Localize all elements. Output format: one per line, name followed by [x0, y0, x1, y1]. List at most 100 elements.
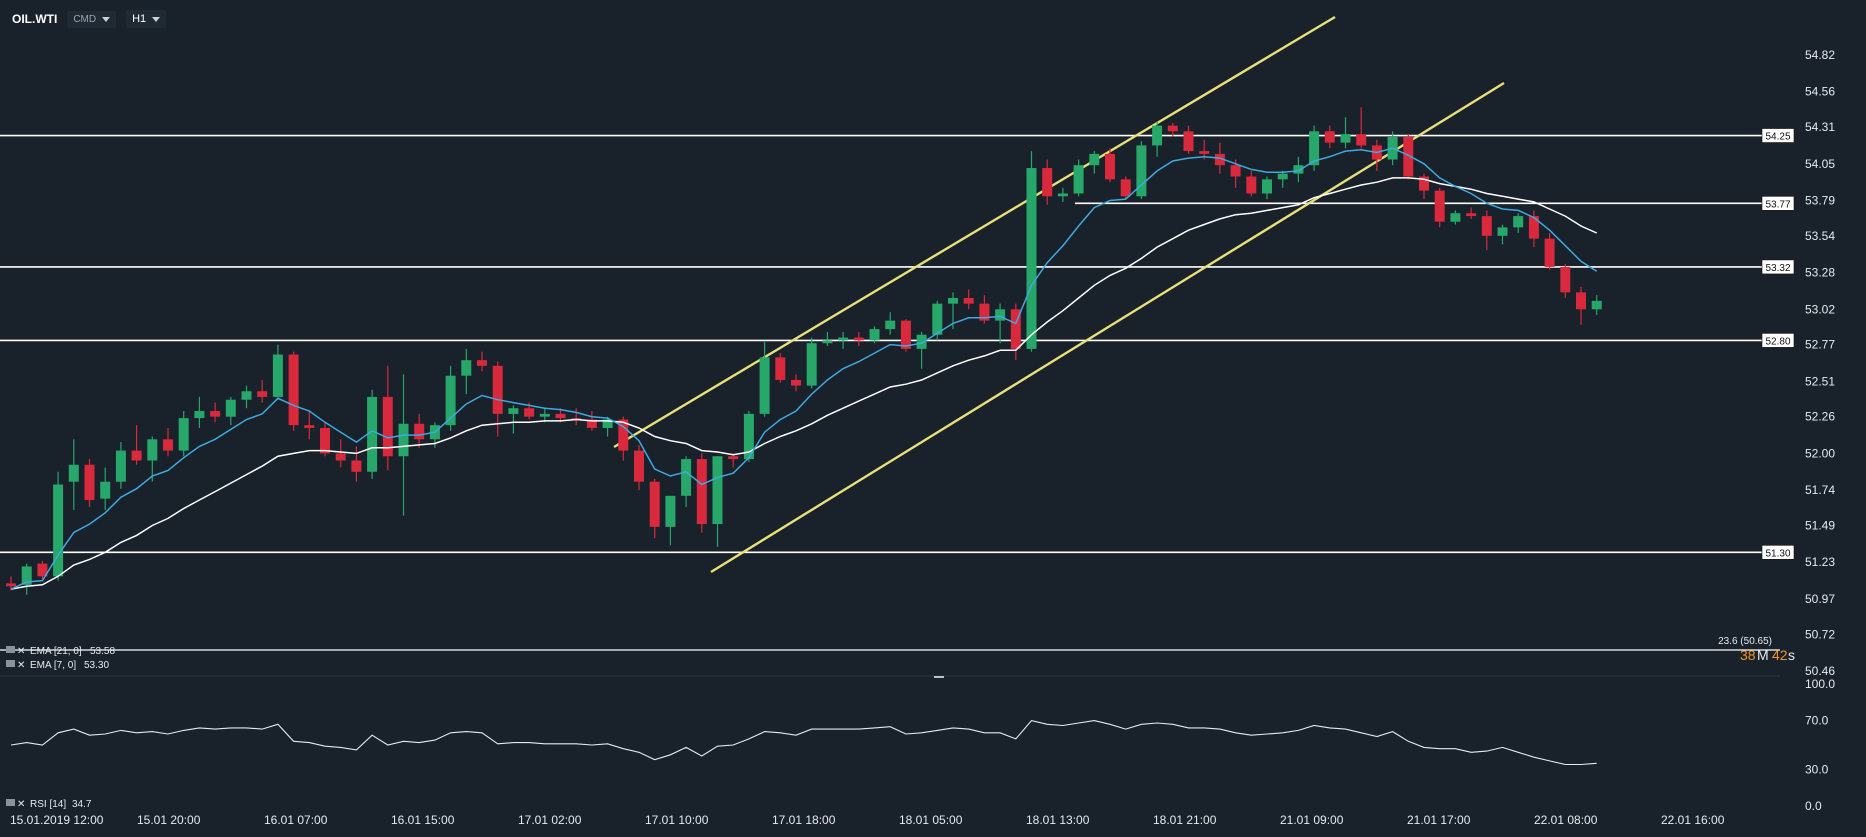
- bear-candle[interactable]: [1576, 286, 1586, 325]
- bear-candle[interactable]: [288, 351, 299, 431]
- bull-candle[interactable]: [445, 365, 456, 431]
- bear-candle[interactable]: [791, 374, 801, 392]
- mode-dropdown[interactable]: CMD: [67, 10, 117, 28]
- bull-candle[interactable]: [272, 344, 283, 400]
- bull-candle[interactable]: [1073, 159, 1084, 197]
- bull-candle[interactable]: [743, 411, 754, 462]
- bull-candle[interactable]: [1136, 141, 1147, 200]
- bear-candle[interactable]: [351, 446, 362, 482]
- bear-candle[interactable]: [304, 411, 315, 440]
- bear-candle[interactable]: [1120, 176, 1131, 200]
- bull-candle[interactable]: [461, 348, 472, 395]
- bull-candle[interactable]: [932, 300, 943, 341]
- legend-close-icon[interactable]: ✕: [17, 660, 25, 671]
- bull-candle[interactable]: [100, 467, 111, 510]
- bull-candle[interactable]: [398, 374, 409, 516]
- bear-candle[interactable]: [414, 413, 425, 448]
- bull-candle[interactable]: [194, 396, 205, 428]
- bear-candle[interactable]: [963, 289, 974, 310]
- bull-candle[interactable]: [1513, 213, 1524, 234]
- bear-candle[interactable]: [84, 459, 95, 508]
- bull-candle[interactable]: [806, 337, 817, 389]
- bear-candle[interactable]: [1105, 148, 1115, 183]
- bull-candle[interactable]: [178, 411, 189, 457]
- bear-candle[interactable]: [571, 408, 582, 426]
- bull-candle[interactable]: [869, 326, 880, 344]
- bear-candle[interactable]: [1167, 122, 1178, 137]
- bull-candle[interactable]: [1497, 224, 1508, 245]
- bull-candle[interactable]: [241, 385, 252, 409]
- bull-candle[interactable]: [367, 389, 378, 479]
- bull-candle[interactable]: [759, 341, 770, 417]
- bear-candle[interactable]: [1544, 233, 1555, 270]
- bear-candle[interactable]: [210, 402, 221, 423]
- bear-candle[interactable]: [728, 453, 739, 468]
- bull-candle[interactable]: [53, 471, 64, 581]
- bear-candle[interactable]: [1371, 139, 1382, 171]
- bull-candle[interactable]: [115, 442, 126, 489]
- bear-candle[interactable]: [696, 453, 707, 533]
- bear-candle[interactable]: [1246, 170, 1257, 197]
- bear-candle[interactable]: [649, 478, 660, 539]
- legend-close-icon[interactable]: ✕: [17, 799, 25, 810]
- bear-candle[interactable]: [900, 319, 911, 352]
- bear-candle[interactable]: [1183, 125, 1194, 154]
- legend-settings-icon[interactable]: [6, 799, 15, 806]
- bull-candle[interactable]: [681, 456, 692, 508]
- bear-candle[interactable]: [37, 560, 48, 580]
- bull-candle[interactable]: [1026, 151, 1037, 352]
- bear-candle[interactable]: [6, 576, 16, 591]
- bull-candle[interactable]: [1262, 176, 1272, 200]
- bull-candle[interactable]: [995, 303, 1006, 344]
- bull-candle[interactable]: [1293, 156, 1304, 183]
- bull-candle[interactable]: [822, 331, 833, 347]
- symbol-label[interactable]: OIL.WTI: [12, 12, 58, 26]
- bull-candle[interactable]: [1089, 151, 1100, 174]
- bear-candle[interactable]: [1481, 210, 1492, 250]
- bull-candle[interactable]: [916, 331, 927, 369]
- bull-candle[interactable]: [147, 436, 158, 482]
- bear-candle[interactable]: [382, 365, 393, 471]
- bull-candle[interactable]: [1340, 117, 1351, 149]
- bear-candle[interactable]: [853, 331, 864, 347]
- bull-candle[interactable]: [225, 396, 236, 426]
- bear-candle[interactable]: [163, 427, 173, 457]
- timeframe-dropdown[interactable]: H1: [126, 10, 167, 28]
- bear-candle[interactable]: [1010, 303, 1021, 361]
- legend-settings-icon[interactable]: [6, 646, 15, 653]
- bear-candle[interactable]: [775, 353, 786, 383]
- legend-settings-icon[interactable]: [6, 660, 15, 667]
- bull-candle[interactable]: [1152, 121, 1163, 157]
- bull-candle[interactable]: [1057, 187, 1068, 202]
- bear-candle[interactable]: [555, 408, 566, 423]
- bull-candle[interactable]: [1591, 295, 1602, 315]
- bull-candle[interactable]: [21, 563, 32, 595]
- bull-candle[interactable]: [68, 439, 79, 510]
- bear-candle[interactable]: [1356, 107, 1367, 149]
- bear-candle[interactable]: [131, 425, 142, 465]
- bear-candle[interactable]: [1528, 210, 1539, 248]
- bear-candle[interactable]: [1560, 264, 1571, 299]
- bull-candle[interactable]: [885, 312, 896, 335]
- bear-candle[interactable]: [1419, 173, 1429, 200]
- bull-candle[interactable]: [508, 405, 519, 434]
- bull-candle[interactable]: [539, 408, 550, 423]
- bear-candle[interactable]: [1042, 159, 1053, 205]
- bear-candle[interactable]: [1434, 187, 1445, 228]
- bear-candle[interactable]: [1324, 125, 1335, 149]
- bull-candle[interactable]: [1309, 125, 1320, 171]
- bear-candle[interactable]: [1466, 207, 1477, 219]
- bull-candle[interactable]: [712, 456, 723, 547]
- legend-close-icon[interactable]: ✕: [17, 646, 25, 657]
- bear-candle[interactable]: [477, 351, 487, 372]
- bull-candle[interactable]: [602, 416, 613, 437]
- channel-line[interactable]: [613, 15, 1336, 449]
- bear-candle[interactable]: [257, 379, 268, 403]
- bull-candle[interactable]: [1277, 170, 1288, 188]
- bear-candle[interactable]: [979, 295, 990, 324]
- bear-candle[interactable]: [335, 439, 346, 468]
- bull-candle[interactable]: [838, 331, 849, 349]
- bear-candle[interactable]: [618, 416, 629, 461]
- bear-candle[interactable]: [634, 444, 644, 491]
